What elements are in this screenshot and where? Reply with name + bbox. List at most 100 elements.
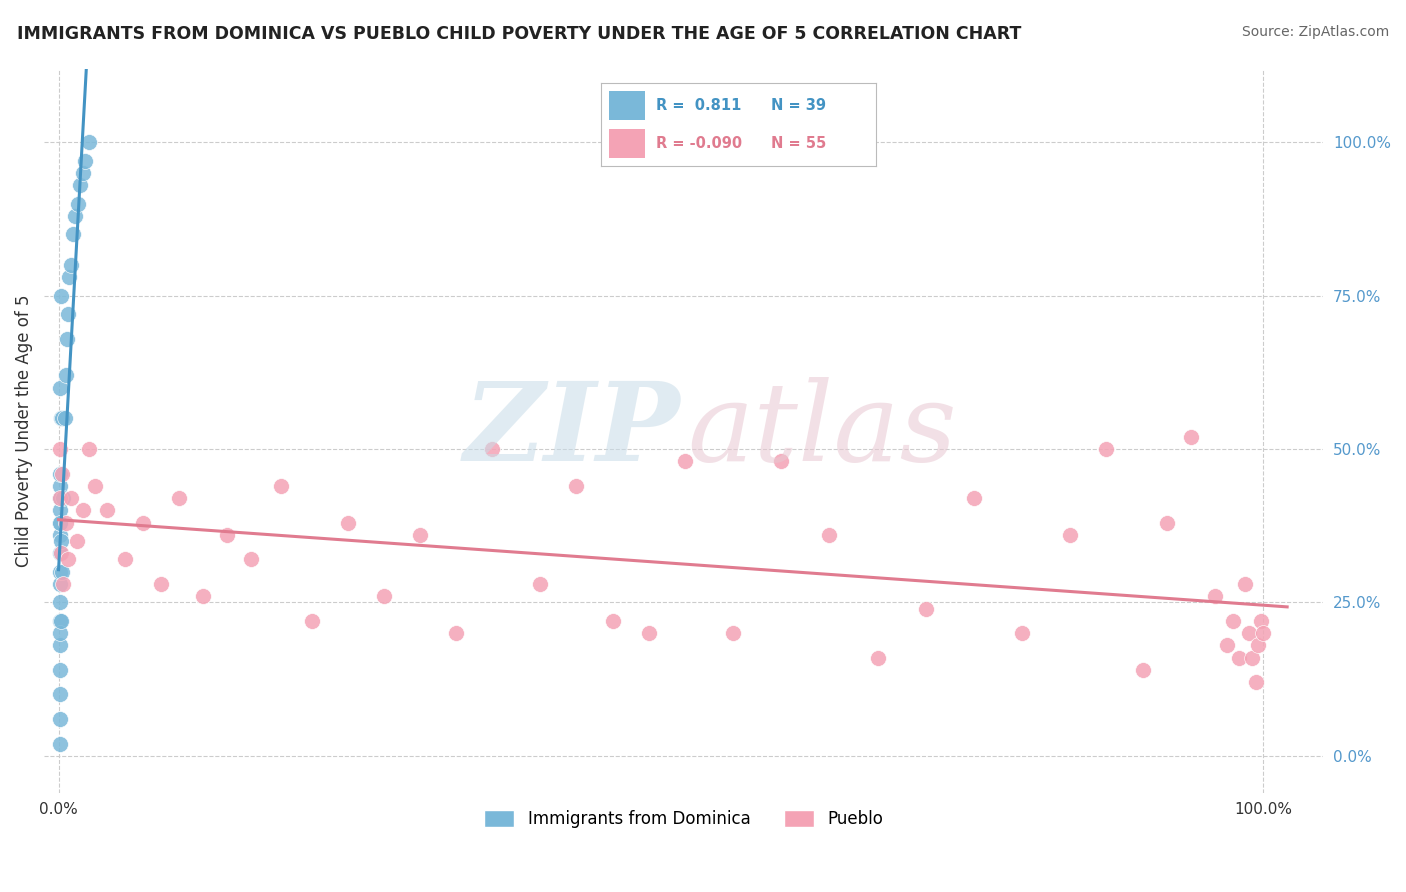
Legend: Immigrants from Dominica, Pueblo: Immigrants from Dominica, Pueblo (478, 804, 890, 835)
Point (49, 595, 72, 609)
Point (565, 479, 588, 493)
Point (132, 516, 155, 530)
Point (49, 546, 72, 560)
Point (444, 626, 467, 640)
Point (49, 626, 72, 640)
Point (52, 577, 75, 591)
Point (66, 196, 89, 211)
Point (270, 479, 292, 493)
Point (1244, 675, 1267, 690)
Point (1251, 626, 1274, 640)
Point (72, 503, 94, 517)
Text: atlas: atlas (688, 376, 957, 484)
Point (52, 491, 75, 505)
Point (53, 411, 76, 425)
Point (49, 546, 72, 560)
Point (114, 552, 136, 566)
Point (1059, 528, 1081, 542)
Point (49, 688, 72, 702)
Point (373, 589, 395, 603)
Point (1237, 626, 1260, 640)
Point (1241, 650, 1264, 665)
Point (58, 270, 80, 285)
Point (1011, 626, 1033, 640)
Point (72, 166, 94, 180)
Point (1095, 442, 1118, 456)
Point (96, 503, 118, 517)
Point (49, 491, 72, 505)
Point (66, 534, 89, 549)
Point (49, 577, 72, 591)
Point (51, 411, 73, 425)
Point (1204, 589, 1226, 603)
Point (51, 565, 73, 579)
Point (1247, 639, 1270, 653)
Point (65, 209, 87, 223)
Point (1222, 614, 1244, 628)
Point (75, 153, 97, 168)
Point (69, 178, 91, 193)
Point (49, 442, 72, 456)
Point (49, 411, 72, 425)
Point (49, 565, 72, 579)
Point (49, 516, 72, 530)
Y-axis label: Child Poverty Under the Age of 5: Child Poverty Under the Age of 5 (15, 294, 32, 566)
Point (721, 626, 744, 640)
Point (1250, 614, 1272, 628)
Point (49, 528, 72, 542)
Point (1227, 650, 1250, 665)
Point (217, 528, 239, 542)
Point (51, 467, 73, 481)
Point (59, 491, 82, 505)
Point (914, 601, 936, 615)
Point (77, 135, 100, 149)
Point (49, 639, 72, 653)
Text: Source: ZipAtlas.com: Source: ZipAtlas.com (1241, 25, 1389, 39)
Point (49, 516, 72, 530)
Point (56, 332, 79, 346)
Point (49, 503, 72, 517)
Point (58, 307, 80, 321)
Point (529, 577, 551, 591)
Point (167, 491, 190, 505)
Point (1216, 639, 1239, 653)
Point (59, 258, 82, 272)
Point (673, 454, 696, 468)
Text: IMMIGRANTS FROM DOMINICA VS PUEBLO CHILD POVERTY UNDER THE AGE OF 5 CORRELATION : IMMIGRANTS FROM DOMINICA VS PUEBLO CHILD… (17, 25, 1021, 43)
Point (49, 479, 72, 493)
Point (409, 528, 432, 542)
Point (240, 552, 263, 566)
Point (866, 650, 889, 665)
Point (1233, 577, 1256, 591)
Point (77, 442, 100, 456)
Point (49, 381, 72, 395)
Point (481, 442, 503, 456)
Point (1132, 663, 1154, 677)
Point (191, 589, 214, 603)
Point (49, 534, 72, 549)
Point (49, 288, 72, 302)
Point (149, 577, 172, 591)
Point (818, 528, 841, 542)
Point (1156, 516, 1178, 530)
Point (55, 516, 77, 530)
Point (49, 737, 72, 751)
Text: ZIP: ZIP (463, 376, 681, 484)
Point (602, 614, 624, 628)
Point (83, 479, 105, 493)
Point (49, 467, 72, 481)
Point (963, 491, 986, 505)
Point (49, 663, 72, 677)
Point (49, 614, 72, 628)
Point (336, 516, 359, 530)
Point (301, 614, 323, 628)
Point (770, 454, 793, 468)
Point (62, 227, 84, 242)
Point (637, 626, 659, 640)
Point (55, 368, 77, 383)
Point (49, 491, 72, 505)
Point (49, 614, 72, 628)
Point (1180, 430, 1202, 444)
Point (58, 552, 80, 566)
Point (49, 712, 72, 726)
